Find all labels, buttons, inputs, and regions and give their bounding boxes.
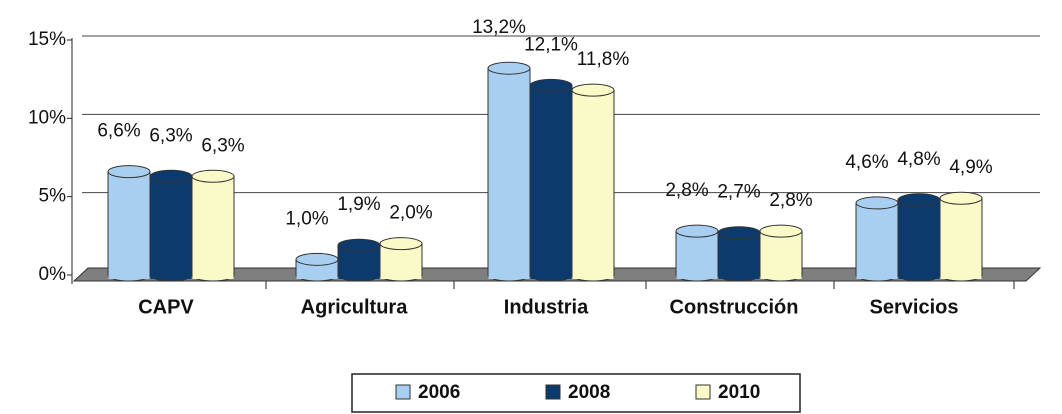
bar-fill xyxy=(108,273,150,279)
y-tick-label: 5% xyxy=(39,186,67,207)
bar-fill xyxy=(856,273,898,279)
value-label: 6,3% xyxy=(149,125,192,146)
bar-fill xyxy=(192,273,234,279)
value-label: 4,6% xyxy=(845,152,888,173)
bar xyxy=(571,89,615,276)
value-label: 6,6% xyxy=(97,121,140,142)
bar xyxy=(675,230,719,276)
bar-top xyxy=(675,224,719,238)
bar xyxy=(191,175,235,276)
value-label: 4,9% xyxy=(949,157,992,178)
value-label: 1,9% xyxy=(337,194,380,215)
bar xyxy=(939,197,983,276)
value-label: 2,8% xyxy=(769,190,812,211)
legend-label: 2010 xyxy=(718,382,760,403)
value-label: 2,8% xyxy=(665,180,708,201)
bar-fill xyxy=(718,273,760,279)
bar-top xyxy=(529,78,573,92)
value-label: 11,8% xyxy=(577,49,630,70)
bar-top xyxy=(337,238,381,252)
legend-label: 2008 xyxy=(568,382,610,403)
legend xyxy=(351,373,801,413)
legend-swatch xyxy=(545,384,561,400)
bar-top xyxy=(149,169,193,183)
bar-top xyxy=(379,237,423,251)
bar-fill xyxy=(296,273,338,279)
bar xyxy=(149,175,193,276)
y-tick-label: 15% xyxy=(28,29,66,50)
value-label: 1,0% xyxy=(285,208,328,229)
bar-top xyxy=(487,61,531,75)
bar-top xyxy=(855,196,899,210)
bar-top xyxy=(717,226,761,240)
bar xyxy=(487,67,531,276)
bar xyxy=(529,84,573,276)
value-label: 6,3% xyxy=(201,135,244,156)
bar-fill xyxy=(940,273,982,279)
bar-fill xyxy=(488,273,530,279)
value-label: 12,1% xyxy=(524,34,578,55)
y-tick-label: 10% xyxy=(28,107,66,128)
value-label: 4,8% xyxy=(897,149,940,170)
bar xyxy=(759,230,803,276)
value-label: 13,2% xyxy=(472,17,526,38)
bar-fill xyxy=(760,273,802,279)
x-tick-label: Servicios xyxy=(870,296,959,318)
bar-fill xyxy=(676,273,718,279)
x-tick-label: CAPV xyxy=(138,296,194,318)
y-tick-label: 0% xyxy=(39,264,67,285)
value-label: 2,7% xyxy=(717,182,760,203)
legend-swatch xyxy=(395,384,411,400)
bar-top xyxy=(191,169,235,183)
legend-label: 2006 xyxy=(418,382,460,403)
bar-top xyxy=(939,191,983,205)
bar-top xyxy=(295,252,339,266)
bar-fill xyxy=(530,273,572,279)
bar xyxy=(897,199,941,276)
bar xyxy=(717,232,761,276)
legend-swatch xyxy=(695,384,711,400)
bar-fill xyxy=(150,273,192,279)
bar-fill xyxy=(380,273,422,279)
bar-top xyxy=(107,165,151,179)
x-tick-label: Construcción xyxy=(670,296,799,318)
bar-fill xyxy=(338,273,380,279)
bar xyxy=(107,171,151,276)
bar xyxy=(855,202,899,276)
bar-top xyxy=(897,193,941,207)
x-tick-label: Industria xyxy=(504,296,589,318)
bar-top xyxy=(571,83,615,97)
bar-fill xyxy=(572,273,614,279)
bar-fill xyxy=(898,273,940,279)
bar-top xyxy=(759,224,803,238)
value-label: 2,0% xyxy=(389,203,432,224)
x-tick-label: Agricultura xyxy=(301,296,409,318)
